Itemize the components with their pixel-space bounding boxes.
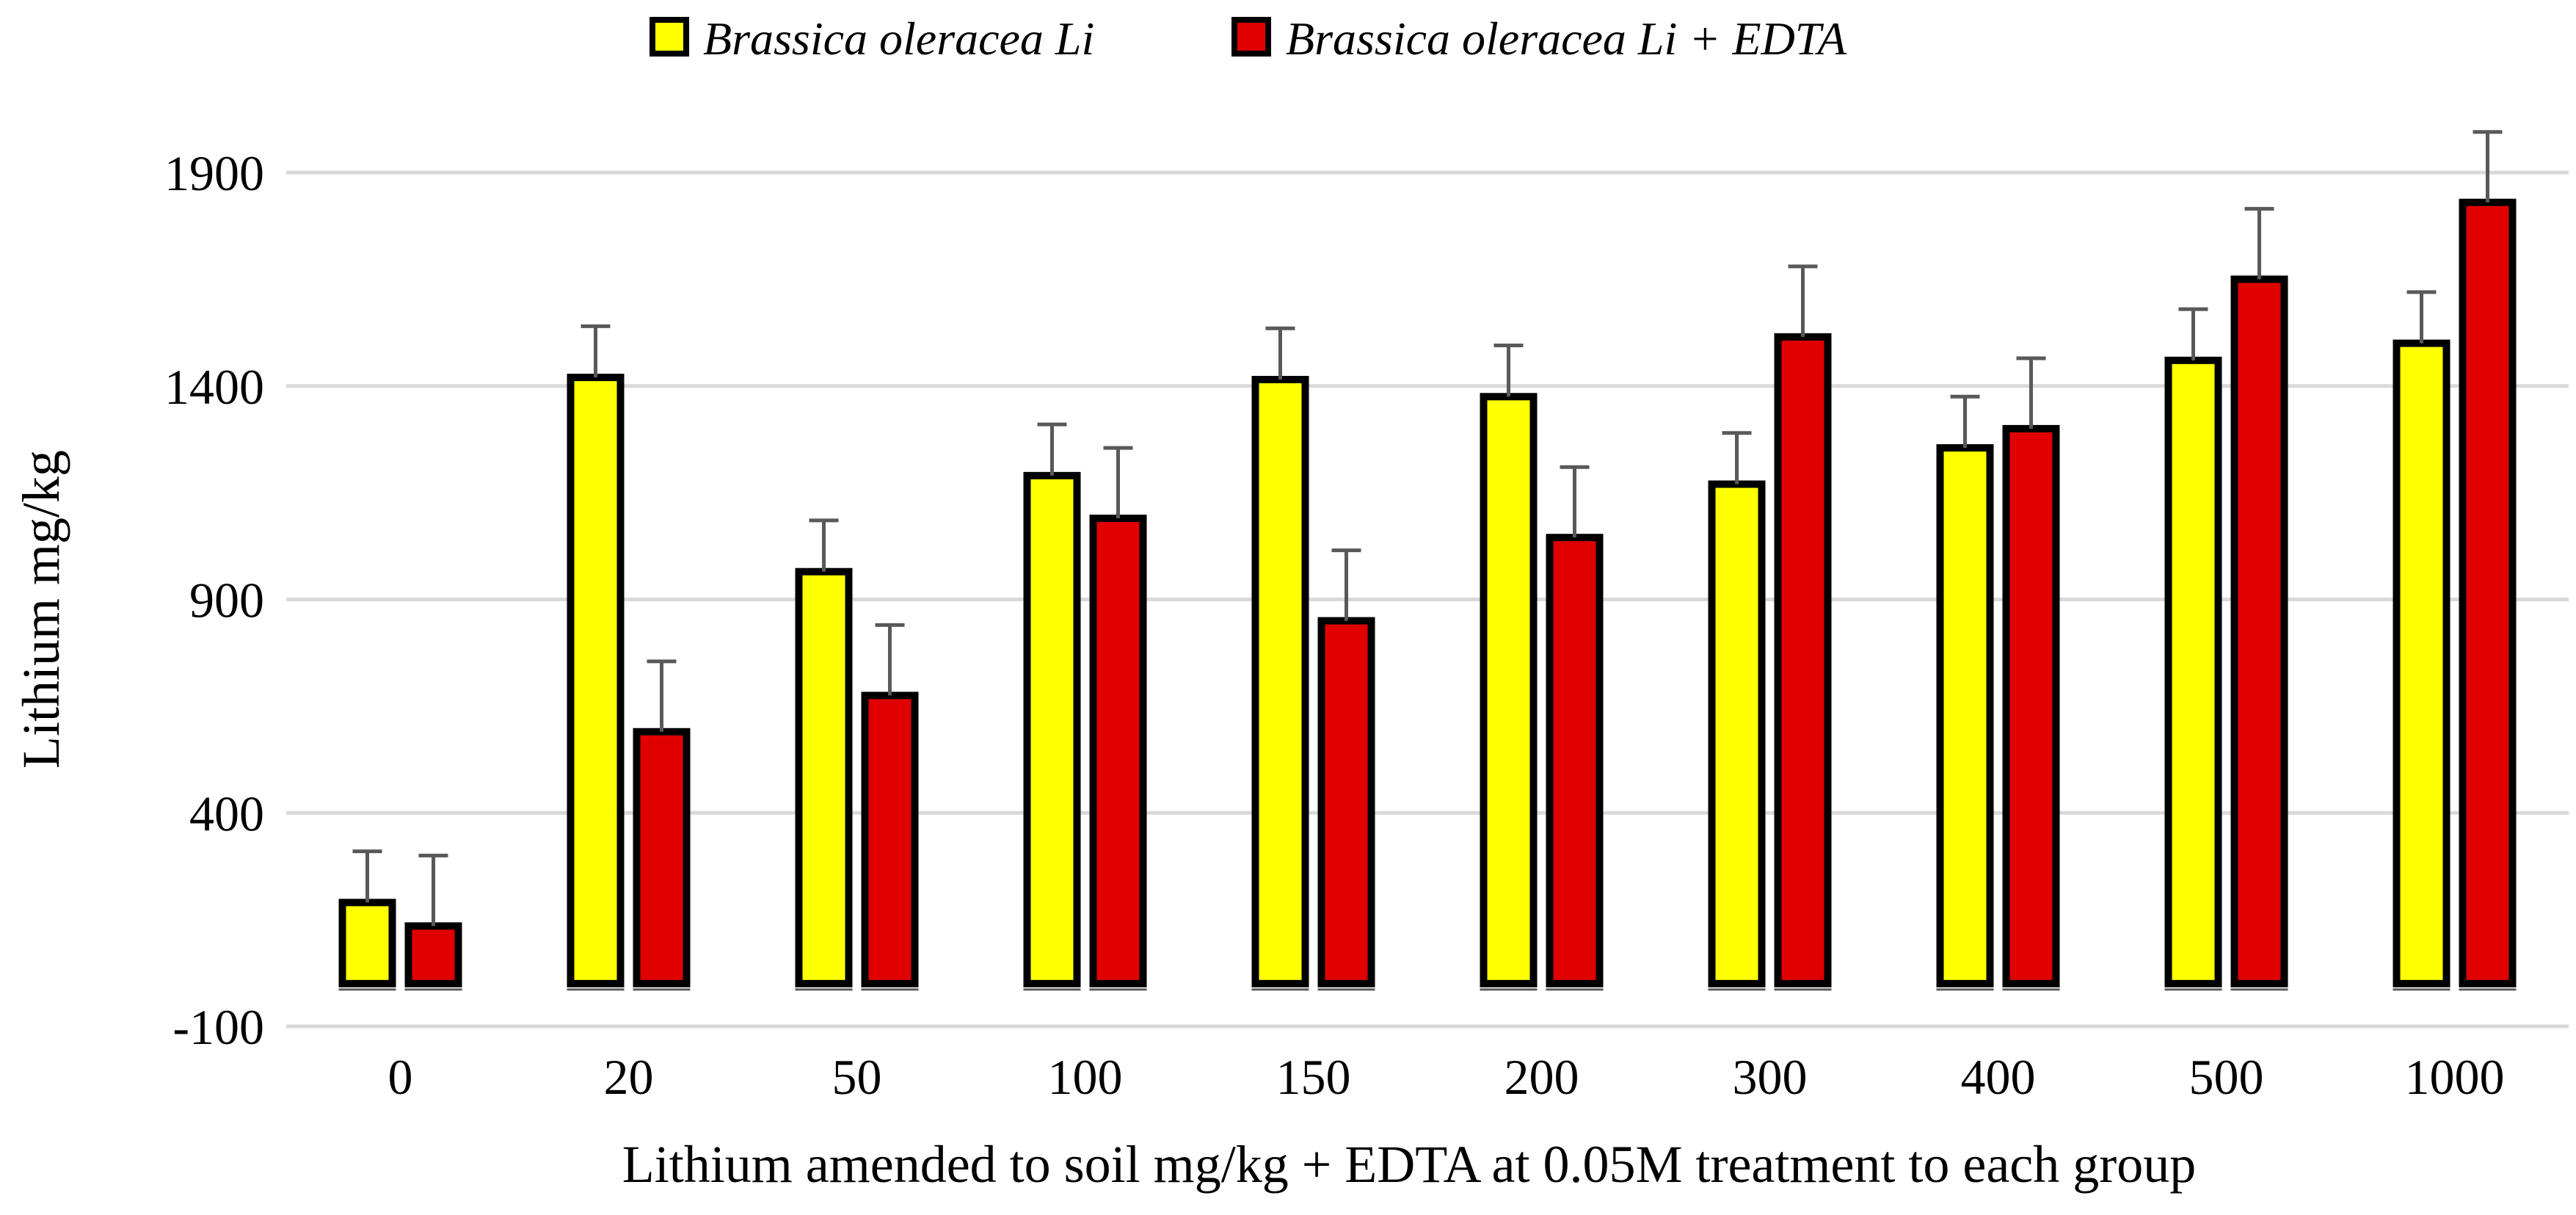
bar-li	[1936, 444, 1994, 987]
bar-li	[1023, 471, 1081, 987]
bars	[338, 198, 2517, 991]
y-tick-label: -100	[172, 999, 264, 1055]
legend-swatch-red	[1231, 17, 1271, 57]
x-tick-label: 0	[388, 1049, 413, 1105]
bar-li-edta	[2459, 198, 2517, 987]
legend-label-li-edta: Brassica oleracea Li + EDTA	[1286, 12, 1847, 65]
y-tick-label: 1900	[164, 145, 264, 201]
y-tick-label: 1400	[164, 359, 264, 415]
y-tick-label: 400	[189, 786, 264, 841]
gridlines	[286, 170, 2569, 1029]
x-tick-label: 500	[2189, 1049, 2264, 1105]
bar-li	[338, 899, 396, 987]
bar-li-edta	[1089, 515, 1147, 987]
x-tick-label: 400	[1961, 1049, 2036, 1105]
bar-li-edta	[404, 922, 462, 987]
legend-label-li: Brassica oleracea Li	[703, 12, 1094, 65]
bar-li-edta	[633, 728, 691, 987]
y-axis-title: Lithium mg/kg	[12, 450, 70, 769]
bar-li-edta	[2230, 275, 2288, 987]
x-tick-label: 50	[832, 1049, 882, 1105]
legend: Brassica oleracea Li Brassica oleracea L…	[650, 12, 1847, 65]
bar-li	[1708, 480, 1766, 987]
bar-li-edta	[1774, 333, 1832, 987]
bar-li	[1480, 393, 1538, 987]
x-tick-label: 200	[1505, 1049, 1579, 1105]
x-tick-label: 20	[604, 1049, 654, 1105]
y-tick-labels: -100 400 900 1400 1900	[164, 145, 264, 1055]
bar-li	[795, 567, 853, 987]
bar-li-edta	[1317, 617, 1375, 987]
bar-li-edta	[1546, 534, 1604, 987]
error-bars	[352, 130, 2503, 926]
x-tick-label: 100	[1048, 1049, 1123, 1105]
y-tick-label: 900	[189, 573, 264, 628]
bar-li	[2164, 356, 2222, 987]
legend-swatch-yellow	[650, 17, 689, 57]
bar-li	[567, 374, 625, 987]
x-tick-label: 150	[1276, 1049, 1351, 1105]
bar-li-edta	[2002, 424, 2060, 987]
x-tick-label: 300	[1733, 1049, 1808, 1105]
x-tick-labels: 0 20 50 100 150 200 300 400 500 1000	[388, 1049, 2505, 1105]
x-tick-label: 1000	[2405, 1049, 2505, 1105]
bar-li	[1251, 376, 1309, 987]
bar-li-edta	[861, 692, 919, 987]
bar-li	[2393, 339, 2451, 987]
x-axis-title: Lithium amended to soil mg/kg + EDTA at …	[622, 1135, 2196, 1194]
